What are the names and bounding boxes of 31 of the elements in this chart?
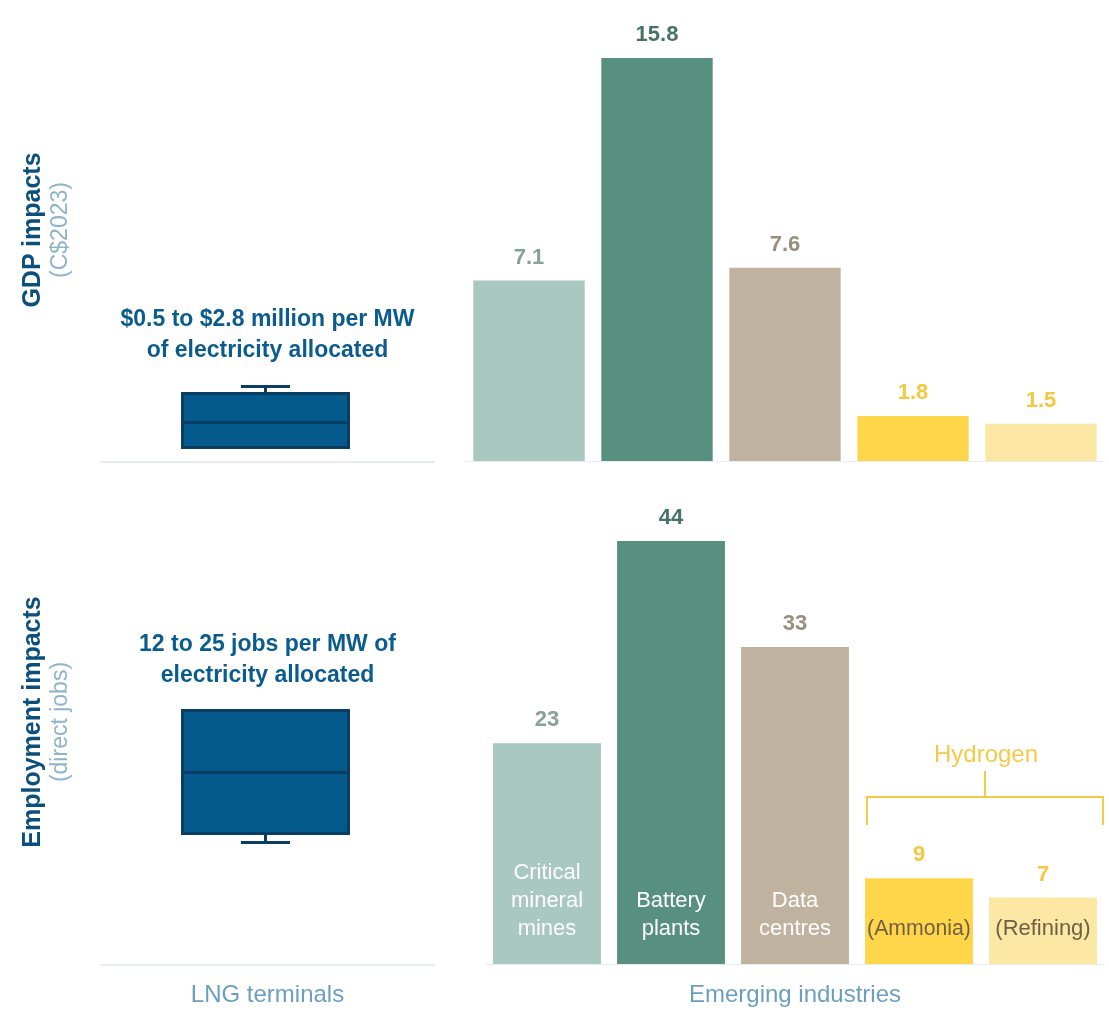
bar bbox=[985, 423, 1097, 462]
text: Employment impacts (direct jobs) bbox=[17, 596, 73, 848]
bar bbox=[493, 743, 601, 965]
bar bbox=[617, 541, 725, 965]
data-label: 7.6 bbox=[769, 230, 801, 256]
data-label: 1.8 bbox=[897, 379, 929, 405]
bar bbox=[865, 878, 973, 965]
bar bbox=[857, 415, 969, 462]
data-label: 9 bbox=[912, 841, 926, 867]
data-label: 33 bbox=[782, 610, 808, 636]
category-label: Data centres bbox=[758, 887, 832, 940]
category-label: Critical mineral mines bbox=[510, 859, 584, 940]
bar bbox=[741, 647, 849, 965]
bar bbox=[729, 267, 841, 462]
data-label: 1.5 bbox=[1025, 386, 1057, 412]
data-label: 15.8 bbox=[635, 21, 679, 47]
category-label: (Refining) bbox=[995, 915, 1091, 940]
category-label: (Ammonia) bbox=[867, 914, 971, 941]
text: $0.5 to $2.8 million per MW of electricity allocated bbox=[119, 304, 416, 364]
text: GDP impacts (C$2023) bbox=[17, 152, 73, 308]
x-axis-title: Emerging industries bbox=[687, 980, 903, 1008]
data-label: 7.1 bbox=[513, 243, 545, 269]
annotation: Hydrogen bbox=[932, 740, 1040, 768]
text: LNG terminals bbox=[189, 980, 346, 1008]
data-label: 44 bbox=[658, 504, 684, 530]
bar bbox=[473, 280, 585, 462]
bar bbox=[601, 58, 713, 462]
data-label: 23 bbox=[534, 706, 560, 732]
text: 12 to 25 jobs per MW of electricity allocated bbox=[138, 629, 397, 689]
data-label: 7 bbox=[1036, 860, 1050, 886]
category-label: Battery plants bbox=[636, 887, 706, 940]
